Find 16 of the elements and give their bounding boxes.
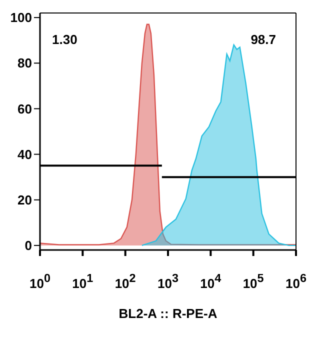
y-tick-label: 0 [24,238,32,254]
annotation: 1.30 [52,32,78,47]
x-tick-label: 10$^{0}$ [30,272,51,291]
x-tick-label: 10$^{2}$ [114,272,136,291]
y-tick-label: 100 [10,10,32,26]
y-tick-label: 60 [18,101,32,116]
y-tick-label: 20 [18,192,32,208]
x-tick-label: 10$^{4}$ [200,272,222,291]
x-tick-label: 10$^{1}$ [72,272,94,291]
y-tick-label: 40 [18,146,32,162]
y-tick-label: 80 [18,56,32,71]
x-tick-label: 10$^{3}$ [158,272,179,291]
x-tick-label: 10$^{6}$ [286,272,307,291]
annotation: 98.7 [250,32,276,47]
x-tick-label: 10$^{5}$ [242,272,264,291]
x-axis-title: BL2-A :: R-PE-A [118,306,218,321]
